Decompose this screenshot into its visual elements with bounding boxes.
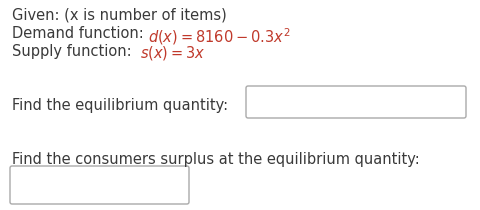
- Text: $s(x) = 3x$: $s(x) = 3x$: [140, 44, 206, 62]
- FancyBboxPatch shape: [246, 86, 466, 118]
- Text: Find the equilibrium quantity:: Find the equilibrium quantity:: [12, 98, 228, 113]
- Text: Find the consumers surplus at the equilibrium quantity:: Find the consumers surplus at the equili…: [12, 152, 420, 167]
- Text: Supply function:: Supply function:: [12, 44, 136, 59]
- FancyBboxPatch shape: [10, 166, 189, 204]
- Text: $d(x) = 8160 - 0.3x^2$: $d(x) = 8160 - 0.3x^2$: [148, 26, 290, 47]
- Text: Given: (x is number of items): Given: (x is number of items): [12, 8, 227, 23]
- Text: Demand function:: Demand function:: [12, 26, 148, 41]
